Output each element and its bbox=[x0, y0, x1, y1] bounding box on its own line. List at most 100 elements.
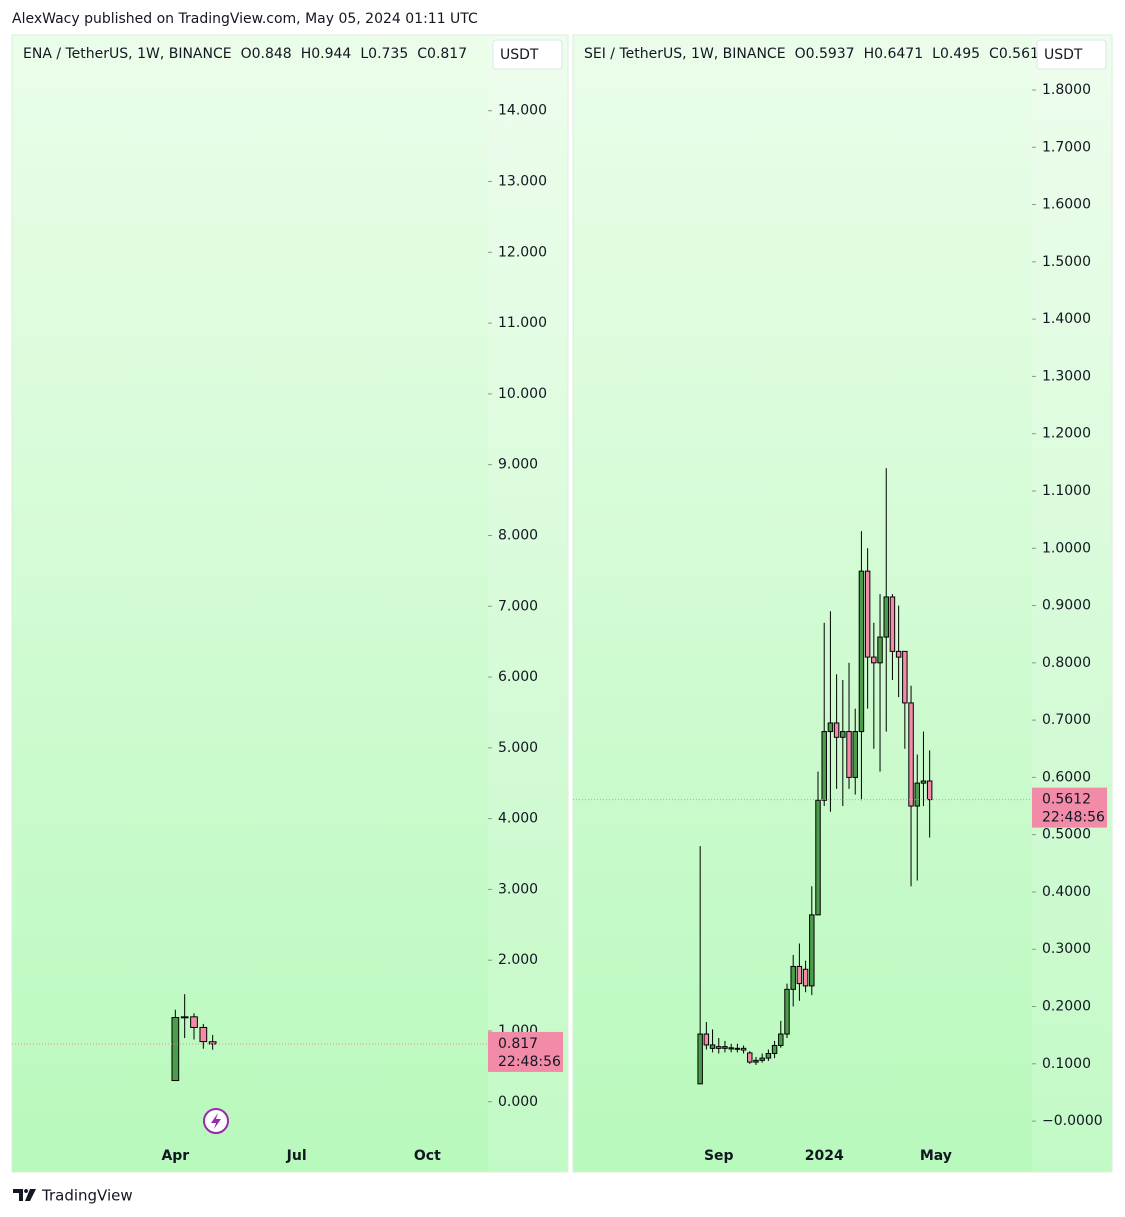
candle-body bbox=[747, 1052, 753, 1063]
y-tick-label: 0.1000 bbox=[1042, 1056, 1091, 1072]
candle-body bbox=[199, 1026, 208, 1043]
x-tick-label: Oct bbox=[414, 1148, 441, 1164]
candle-body bbox=[895, 650, 902, 658]
candle-body bbox=[864, 570, 871, 658]
ohlc-key: L bbox=[360, 46, 368, 62]
candle-body bbox=[883, 596, 889, 638]
y-tick-label: 14.000 bbox=[498, 103, 547, 119]
candle-body bbox=[740, 1047, 747, 1051]
y-tick-label: 0.3000 bbox=[1042, 941, 1091, 957]
candle-body bbox=[703, 1033, 710, 1046]
last-price-label: 0.5612 bbox=[1042, 792, 1091, 808]
y-tick-label: 1.6000 bbox=[1042, 197, 1091, 213]
y-tick-label: 0.7000 bbox=[1042, 712, 1091, 728]
candle-body bbox=[902, 650, 908, 704]
candle-body bbox=[802, 968, 809, 987]
y-tick-label: 3.000 bbox=[498, 881, 538, 897]
candle-body bbox=[753, 1059, 759, 1063]
ohlc-value: 0.6471 bbox=[874, 46, 923, 62]
candle-body bbox=[926, 780, 933, 801]
candle-body bbox=[846, 731, 852, 778]
panel-bg bbox=[572, 34, 1113, 1173]
last-price-box bbox=[488, 1031, 563, 1072]
candle-body bbox=[180, 1016, 189, 1019]
candle-body bbox=[765, 1053, 772, 1059]
candle-body bbox=[208, 1041, 217, 1045]
candle-body bbox=[697, 1033, 703, 1085]
y-tick-label: 12.000 bbox=[498, 244, 547, 260]
currency-box bbox=[492, 39, 563, 70]
x-tick-label: 2024 bbox=[805, 1148, 844, 1164]
y-tick-label: 1.1000 bbox=[1042, 483, 1091, 499]
price-axis-bg bbox=[488, 35, 568, 1172]
y-tick-label: 0.8000 bbox=[1042, 655, 1091, 671]
candle-body bbox=[858, 570, 865, 733]
ohlc-key: C bbox=[989, 46, 999, 62]
ohlc-value: 0.848 bbox=[252, 46, 292, 62]
ohlc-value: 0.735 bbox=[368, 46, 408, 62]
y-tick-label: −0.0000 bbox=[1042, 1113, 1103, 1129]
candle-body bbox=[840, 731, 846, 738]
panel-bg bbox=[11, 34, 569, 1173]
candle-body bbox=[728, 1047, 734, 1050]
symbol-legend: ENA / TetherUS, 1W, BINANCE O0.848 H0.944 L… bbox=[23, 46, 467, 62]
ohlc-key: O bbox=[241, 46, 252, 62]
currency-label: USDT bbox=[500, 47, 539, 63]
y-tick-label: 7.000 bbox=[498, 598, 538, 614]
ohlc-key: L bbox=[932, 46, 940, 62]
symbol: SEI / TetherUS, 1W, BINANCE bbox=[584, 46, 786, 62]
y-tick-label: 6.000 bbox=[498, 669, 538, 685]
candle-body bbox=[833, 722, 840, 738]
candle-body bbox=[809, 914, 815, 987]
footer: TradingView bbox=[41, 1187, 133, 1205]
ohlc-value: 0.817 bbox=[427, 46, 467, 62]
candle-body bbox=[920, 780, 927, 784]
y-tick-label: 9.000 bbox=[498, 457, 538, 473]
ohlc-value: 0.495 bbox=[940, 46, 980, 62]
ohlc-key: O bbox=[795, 46, 806, 62]
y-tick-label: 0.5000 bbox=[1042, 827, 1091, 843]
candle-body bbox=[877, 636, 883, 664]
candle-body bbox=[709, 1044, 716, 1049]
y-tick-label: 1.0000 bbox=[1042, 540, 1091, 556]
candle-body bbox=[821, 731, 827, 801]
y-tick-label: 5.000 bbox=[498, 740, 538, 756]
candle-body bbox=[722, 1046, 728, 1049]
ohlc-value: 0.5612 bbox=[999, 46, 1048, 62]
symbol: ENA / TetherUS, 1W, BINANCE bbox=[23, 46, 232, 62]
candle-body bbox=[908, 702, 914, 807]
candle-body bbox=[790, 965, 796, 990]
candle-body bbox=[889, 596, 896, 652]
y-tick-label: 1.3000 bbox=[1042, 368, 1091, 384]
countdown-label: 22:48:56 bbox=[498, 1054, 561, 1070]
symbol-legend: SEI / TetherUS, 1W, BINANCE O0.5937 H0.647… bbox=[584, 46, 1048, 62]
logo: TradingView bbox=[13, 1187, 133, 1205]
header: AlexWacy published on TradingView.com, M… bbox=[12, 11, 478, 27]
candle-body bbox=[914, 782, 920, 807]
last-price-box bbox=[1032, 787, 1107, 828]
y-tick-label: 0.4000 bbox=[1042, 884, 1091, 900]
countdown-label: 22:48:56 bbox=[1042, 810, 1105, 826]
candle-body bbox=[771, 1044, 778, 1055]
y-tick-label: 10.000 bbox=[498, 386, 547, 402]
candle-body bbox=[190, 1016, 198, 1028]
candle-body bbox=[734, 1047, 741, 1050]
ohlc-key: C bbox=[417, 46, 427, 62]
y-tick-label: 13.000 bbox=[498, 174, 547, 190]
candle-body bbox=[852, 731, 858, 778]
currency-box bbox=[1036, 39, 1107, 70]
candle-body bbox=[759, 1057, 765, 1061]
y-tick-label: 1.7000 bbox=[1042, 139, 1091, 155]
y-tick-label: 0.2000 bbox=[1042, 999, 1091, 1015]
y-tick-label: 1.8000 bbox=[1042, 82, 1091, 98]
x-tick-label: Sep bbox=[704, 1148, 734, 1164]
x-tick-label: May bbox=[920, 1148, 952, 1164]
last-price-label: 0.817 bbox=[498, 1036, 538, 1052]
x-tick-label: Apr bbox=[161, 1148, 189, 1164]
y-tick-label: 2.000 bbox=[498, 952, 538, 968]
price-axis-bg bbox=[1032, 35, 1112, 1172]
ohlc-value: 0.5937 bbox=[806, 46, 855, 62]
y-tick-label: 1.2000 bbox=[1042, 426, 1091, 442]
lightning-icon bbox=[203, 1108, 229, 1134]
